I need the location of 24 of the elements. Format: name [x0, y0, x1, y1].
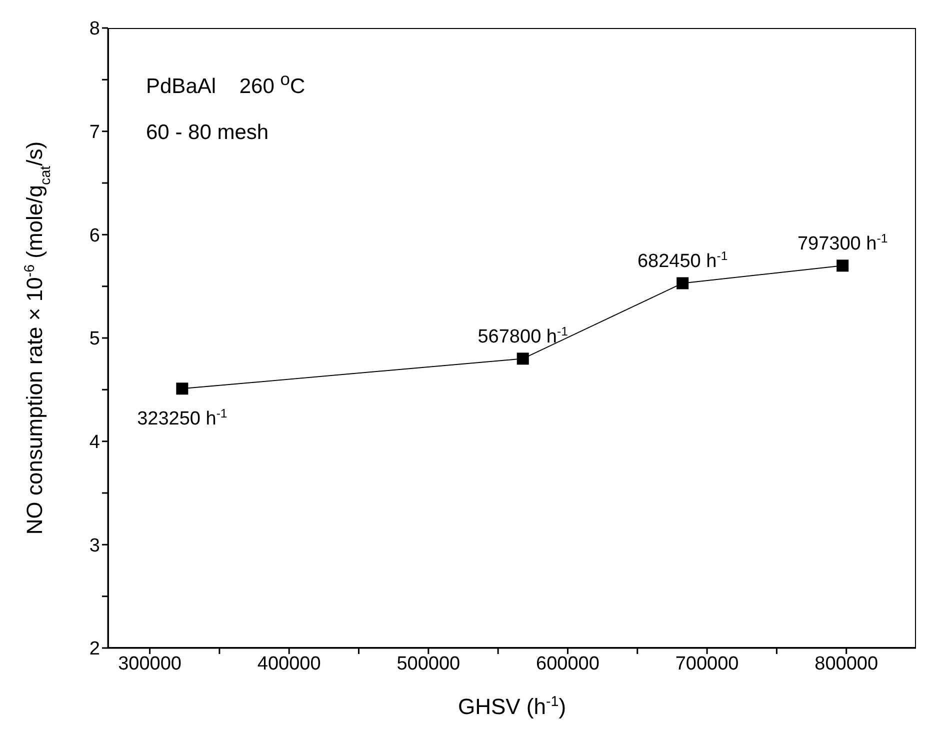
x-tick-label: 300000: [118, 653, 182, 674]
x-tick-label: 600000: [536, 653, 600, 674]
annotation: 323250 h$^{-1}$: [137, 406, 228, 430]
y-tick-label: 2: [89, 638, 100, 660]
y-tick-label: 7: [89, 122, 100, 144]
x-tick-label: 500000: [396, 653, 460, 674]
annotation: 797300 h$^{-1}$: [797, 232, 888, 255]
y-tick-label: 3: [89, 535, 100, 556]
point: [836, 260, 849, 272]
point: [516, 352, 529, 365]
annotation: PdBaAl 260 $^{o}$C: [146, 68, 306, 100]
x-tick-label: 700000: [675, 653, 739, 674]
point: [676, 277, 689, 290]
point: [176, 382, 188, 395]
y-tick-label: 8: [89, 18, 100, 40]
y-tick-label: 4: [89, 432, 100, 454]
x-tick-label: 400000: [257, 653, 321, 674]
x-tick-label: 800000: [814, 653, 878, 674]
annotation: 567800 h$^{-1}$: [478, 324, 568, 348]
annotation: 682450 h$^{-1}$: [637, 249, 728, 272]
y-tick-label: 6: [89, 225, 100, 246]
y-tick-label: 5: [89, 328, 100, 350]
annotation: 60 - 80 mesh: [146, 120, 270, 146]
x-axis-title: GHSV (h$^{-1}$): [458, 694, 566, 719]
